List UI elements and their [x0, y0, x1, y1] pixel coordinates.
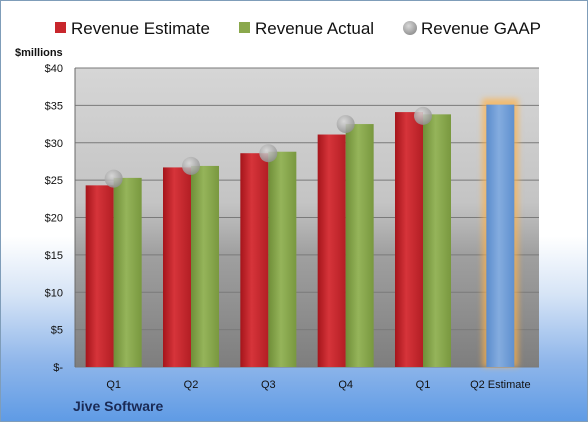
y-tick-label: $10: [45, 287, 63, 299]
marker-revenue-gaap: [336, 115, 355, 134]
legend-revenue-gaap-label: Revenue GAAP: [421, 19, 541, 38]
bar-revenue-actual: [113, 177, 142, 367]
x-tick-label: Q2 Estimate: [470, 379, 531, 391]
bar-revenue-estimate: [85, 185, 114, 367]
bar-revenue-estimate: [395, 112, 423, 367]
bar-revenue-estimate: [163, 167, 191, 367]
y-axis-label: $millions: [15, 47, 63, 59]
legend: Revenue Estimate Revenue Actual Revenue GA…: [55, 19, 541, 38]
y-axis: $- $5 $10 $15 $20 $25 $30 $35 $40: [45, 63, 64, 374]
legend-revenue-actual-swatch: [239, 22, 250, 33]
bar-revenue-actual: [268, 151, 297, 367]
x-tick-label: Q2: [184, 379, 199, 391]
marker-revenue-gaap: [259, 144, 278, 163]
bar-revenue-estimate: [240, 153, 269, 367]
y-tick-label: $40: [45, 63, 63, 75]
legend-revenue-gaap-swatch: [403, 21, 417, 35]
x-tick-label: Q1: [416, 379, 431, 391]
y-tick-label: $5: [51, 325, 63, 337]
marker-revenue-gaap: [104, 169, 123, 188]
legend-revenue-estimate-swatch: [55, 22, 66, 33]
y-tick-label: $35: [45, 100, 63, 112]
y-tick-label: $15: [45, 250, 63, 262]
x-tick-label: Q4: [338, 379, 353, 391]
legend-revenue-estimate-label: Revenue Estimate: [71, 19, 210, 38]
legend-revenue-actual-label: Revenue Actual: [255, 19, 374, 38]
x-tick-label: Q3: [261, 379, 276, 391]
y-tick-label: $20: [45, 213, 63, 225]
bar-revenue-actual: [423, 114, 451, 367]
bars: [85, 98, 519, 367]
bar-revenue-estimate: [317, 134, 346, 367]
y-tick-label: $-: [53, 362, 63, 374]
y-tick-label: $30: [45, 138, 63, 150]
marker-revenue-gaap: [182, 156, 200, 175]
x-tick-label: Q1: [106, 379, 121, 391]
bar-revenue-actual: [191, 165, 219, 367]
marker-revenue-gaap: [414, 106, 432, 125]
gridlines: [74, 67, 539, 368]
bar-revenue-actual: [345, 124, 374, 367]
y-tick-label: $25: [45, 175, 63, 187]
company-name: Jive Software: [73, 398, 164, 414]
bar-q2-estimate: [486, 104, 515, 367]
x-axis: Q1 Q2 Q3 Q4 Q1 Q2 Estimate: [106, 379, 530, 391]
